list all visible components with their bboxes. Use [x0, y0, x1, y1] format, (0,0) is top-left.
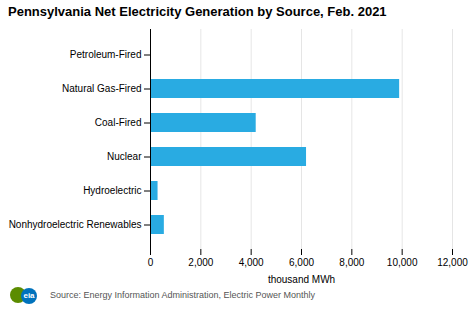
html-text:eia: eia: [23, 291, 35, 300]
svg-text:10,000: 10,000: [387, 257, 418, 268]
svg-text:thousand MWh: thousand MWh: [268, 274, 335, 285]
svg-text:2,000: 2,000: [188, 257, 213, 268]
svg-text:12,000: 12,000: [437, 257, 468, 268]
svg-text:0: 0: [148, 257, 154, 268]
html-text:Pennsylvania Net Electricity G: Pennsylvania Net Electricity Generation …: [8, 4, 387, 19]
svg-text:Nonhydroelectric Renewables: Nonhydroelectric Renewables: [9, 219, 142, 230]
svg-text:6,000: 6,000: [289, 257, 314, 268]
svg-text:Natural Gas-Fired: Natural Gas-Fired: [62, 83, 141, 94]
svg-text:Hydroelectric: Hydroelectric: [83, 185, 141, 196]
svg-text:4,000: 4,000: [239, 257, 264, 268]
svg-text:Nuclear: Nuclear: [107, 151, 142, 162]
svg-text:8,000: 8,000: [339, 257, 364, 268]
svg-text:Petroleum-Fired: Petroleum-Fired: [70, 49, 142, 60]
html-text:Source: Energy Information Adm: Source: Energy Information Administratio…: [50, 290, 316, 300]
svg-text:Coal-Fired: Coal-Fired: [95, 117, 142, 128]
